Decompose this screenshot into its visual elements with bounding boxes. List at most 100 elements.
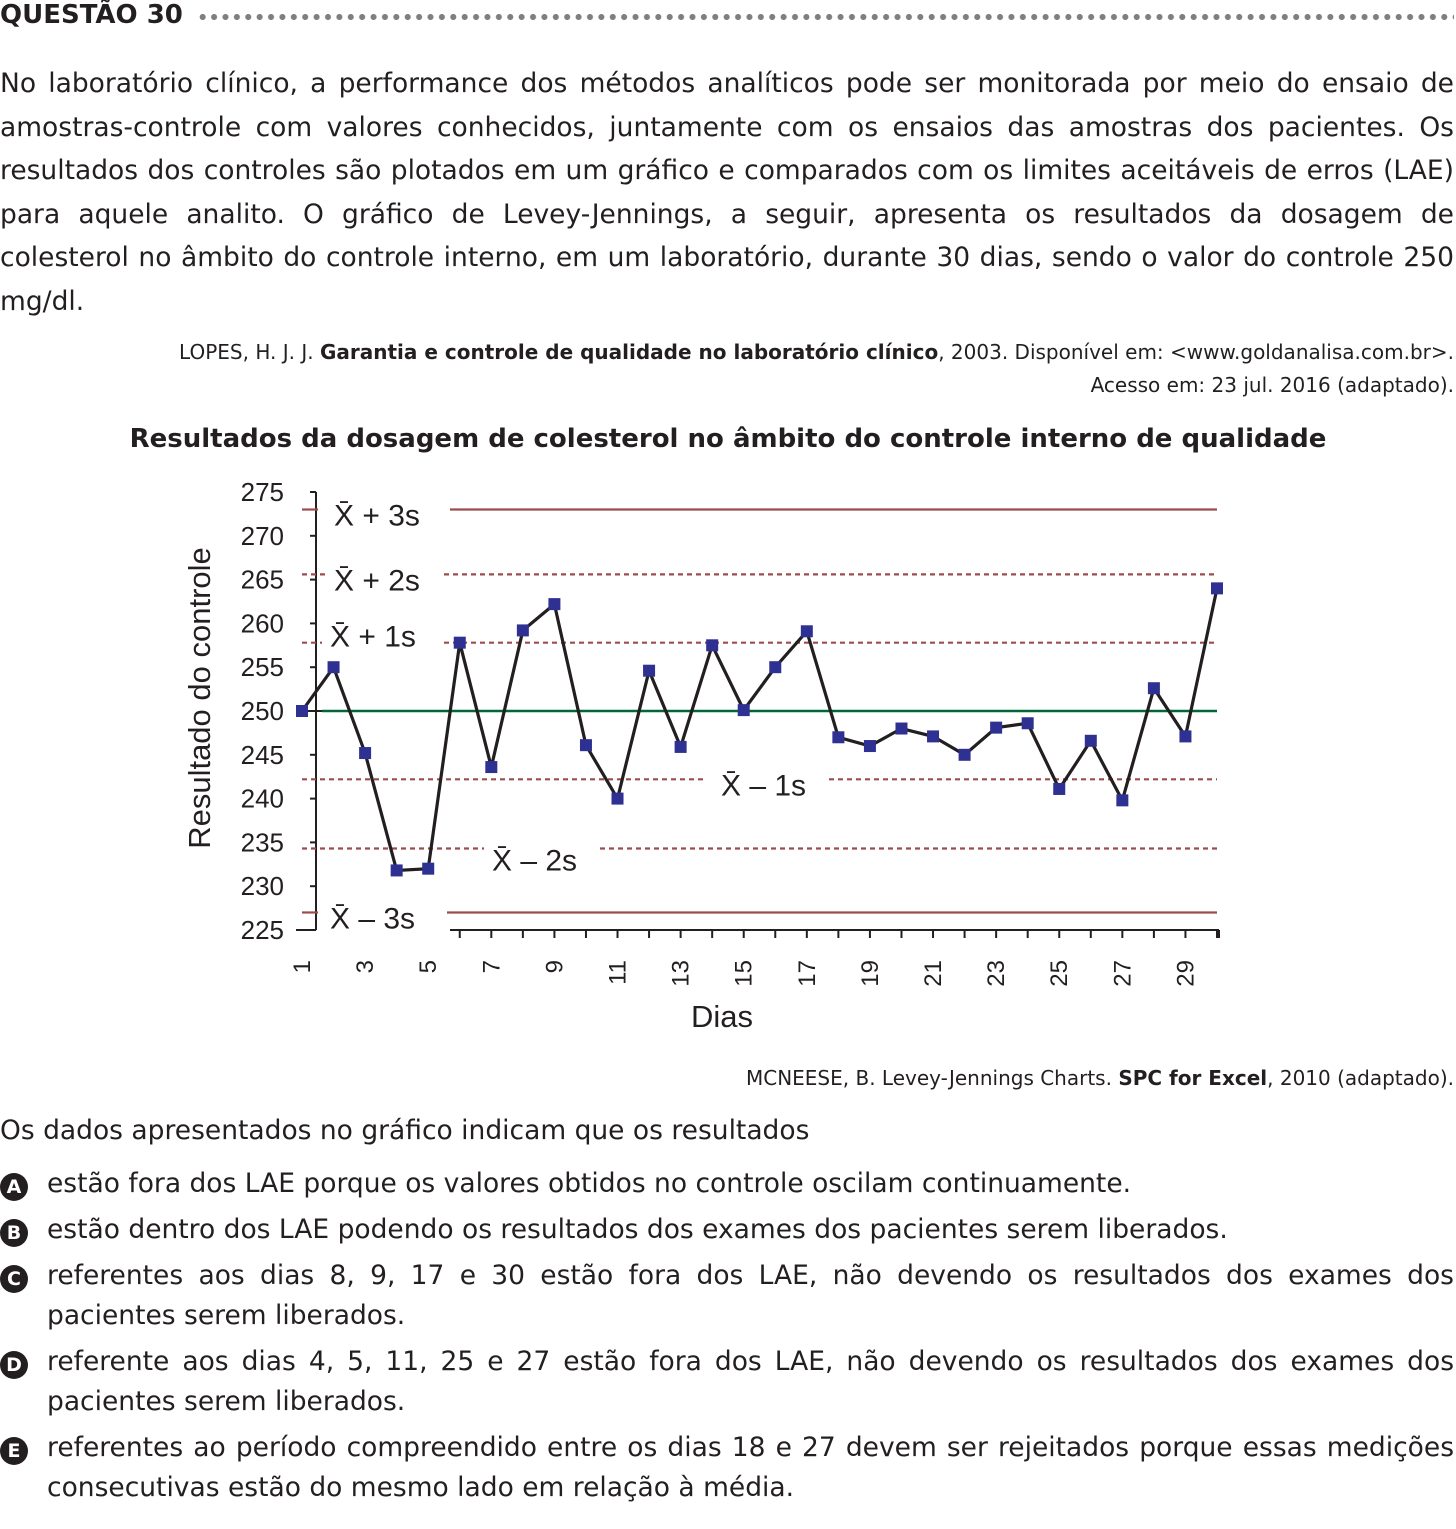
- data-point: [485, 761, 498, 774]
- x-tick-label: 5: [415, 960, 442, 973]
- y-tick-label: 265: [241, 565, 284, 595]
- x-tick-label: 21: [920, 960, 947, 987]
- y-tick-label: 260: [241, 608, 284, 638]
- data-point: [548, 598, 561, 611]
- y-tick-label: 245: [241, 740, 284, 770]
- option-d[interactable]: D referente aos dias 4, 5, 11, 25 e 27 e…: [0, 1342, 1456, 1422]
- option-text: estão fora dos LAE porque os valores obt…: [47, 1168, 1132, 1199]
- data-point: [1147, 682, 1160, 695]
- data-point: [296, 705, 308, 717]
- y-tick-label: 225: [241, 915, 284, 945]
- intro-paragraph: No laboratório clínico, a performance do…: [0, 68, 1454, 317]
- control-limit-label: X̄ + 3s: [334, 500, 420, 533]
- data-point: [927, 730, 940, 743]
- data-point: [895, 722, 908, 735]
- y-tick-label: 275: [241, 477, 284, 507]
- control-limit-label: X̄ – 2s: [492, 845, 577, 878]
- data-point: [359, 747, 372, 760]
- data-point: [327, 661, 340, 674]
- data-point: [1179, 730, 1192, 743]
- citation-author: MCNEESE, B. Levey-Jennings Charts.: [745, 1066, 1119, 1090]
- x-axis-label: Dias: [691, 999, 753, 1034]
- data-point: [453, 636, 466, 649]
- question-header: QUESTÃO 30: [0, 0, 1456, 36]
- option-letter-badge: E: [0, 1437, 28, 1465]
- data-point: [674, 740, 687, 753]
- control-limit-label: X̄ – 1s: [721, 769, 806, 802]
- question-number: QUESTÃO 30: [0, 0, 183, 30]
- series-line: [300, 588, 1219, 873]
- citation-details: , 2003. Disponível em: <www.goldanalisa.…: [938, 340, 1454, 364]
- option-text: referentes ao período compreendido entre…: [47, 1432, 1454, 1503]
- option-letter-badge: A: [0, 1173, 28, 1201]
- control-limit-label: X̄ + 2s: [334, 564, 420, 597]
- y-tick-label: 230: [241, 871, 284, 901]
- citation-title: SPC for Excel: [1118, 1066, 1268, 1090]
- citation-author: LOPES, H. J. J.: [179, 340, 320, 364]
- data-point: [516, 624, 529, 637]
- option-c[interactable]: C referentes aos dias 8, 9, 17 e 30 estã…: [0, 1256, 1456, 1336]
- y-tick-label: 270: [241, 521, 284, 551]
- data-series: [296, 582, 1223, 877]
- x-tick-label: 1: [289, 960, 316, 973]
- data-point: [800, 625, 813, 638]
- data-point: [958, 748, 971, 761]
- data-point: [1211, 582, 1223, 595]
- data-point: [611, 792, 624, 805]
- option-letter-badge: B: [0, 1219, 28, 1247]
- data-point: [1116, 794, 1129, 807]
- option-text: referente aos dias 4, 5, 11, 25 e 27 est…: [47, 1346, 1454, 1417]
- x-tick-label: 25: [1046, 960, 1073, 987]
- option-text: referentes aos dias 8, 9, 17 e 30 estão …: [47, 1260, 1454, 1331]
- data-point: [832, 731, 845, 744]
- data-point: [422, 862, 435, 875]
- dotted-rule: [197, 13, 1454, 21]
- x-tick-label: 19: [857, 960, 884, 987]
- x-tick-label: 11: [605, 960, 632, 985]
- data-point: [863, 740, 876, 753]
- data-point: [1053, 782, 1066, 795]
- control-limit-label: X̄ – 3s: [330, 902, 415, 935]
- data-point: [769, 661, 782, 674]
- answer-options: A estão fora dos LAE porque os valores o…: [0, 1164, 1456, 1514]
- x-tick-label: 27: [1109, 960, 1136, 987]
- question-stem: Os dados apresentados no gráfico indicam…: [0, 1115, 810, 1146]
- y-tick-label: 250: [241, 696, 284, 726]
- x-tick-label: 17: [794, 960, 821, 987]
- option-letter-badge: C: [0, 1265, 28, 1293]
- x-tick-label: 29: [1172, 960, 1199, 987]
- x-tick-label: 3: [352, 960, 379, 973]
- data-point: [1084, 734, 1097, 747]
- data-point: [706, 639, 719, 652]
- y-tick-label: 235: [241, 827, 284, 857]
- data-point: [990, 721, 1003, 734]
- x-tick-label: 15: [731, 960, 758, 987]
- y-tick-label: 240: [241, 784, 284, 814]
- data-point: [737, 704, 750, 717]
- option-a[interactable]: A estão fora dos LAE porque os valores o…: [0, 1164, 1456, 1204]
- chart-title: Resultados da dosagem de colesterol no â…: [129, 424, 1327, 454]
- option-b[interactable]: B estão dentro dos LAE podendo os result…: [0, 1210, 1456, 1250]
- control-limit-lines: X̄ + 3s X̄ + 2s X̄ + 1s X̄ – 1s X̄ – 2s X̄ – …: [302, 500, 1217, 935]
- citation-details: , 2010 (adaptado).: [1267, 1066, 1454, 1090]
- x-tick-label: 9: [541, 960, 568, 973]
- x-tick-label: 13: [668, 960, 695, 987]
- option-text: estão dentro dos LAE podendo os resultad…: [47, 1214, 1228, 1245]
- source-citation-2: MCNEESE, B. Levey-Jennings Charts. SPC f…: [154, 1062, 1454, 1095]
- data-point: [579, 739, 592, 752]
- data-point: [390, 864, 403, 877]
- source-citation-1: LOPES, H. J. J. Garantia e controle de q…: [154, 336, 1454, 402]
- citation-access: Acesso em: 23 jul. 2016 (adaptado).: [1090, 373, 1454, 397]
- data-point: [1021, 717, 1034, 730]
- option-e[interactable]: E referentes ao período compreendido ent…: [0, 1428, 1456, 1508]
- option-letter-badge: D: [0, 1351, 28, 1379]
- x-tick-label: 23: [983, 960, 1010, 987]
- y-tick-label: 255: [241, 652, 284, 682]
- citation-title: Garantia e controle de qualidade no labo…: [319, 340, 939, 364]
- control-limit-label: X̄ + 1s: [330, 621, 416, 654]
- data-point: [643, 664, 656, 677]
- x-tick-label: 7: [478, 960, 505, 973]
- y-axis-label: Resultado do controle: [182, 547, 217, 849]
